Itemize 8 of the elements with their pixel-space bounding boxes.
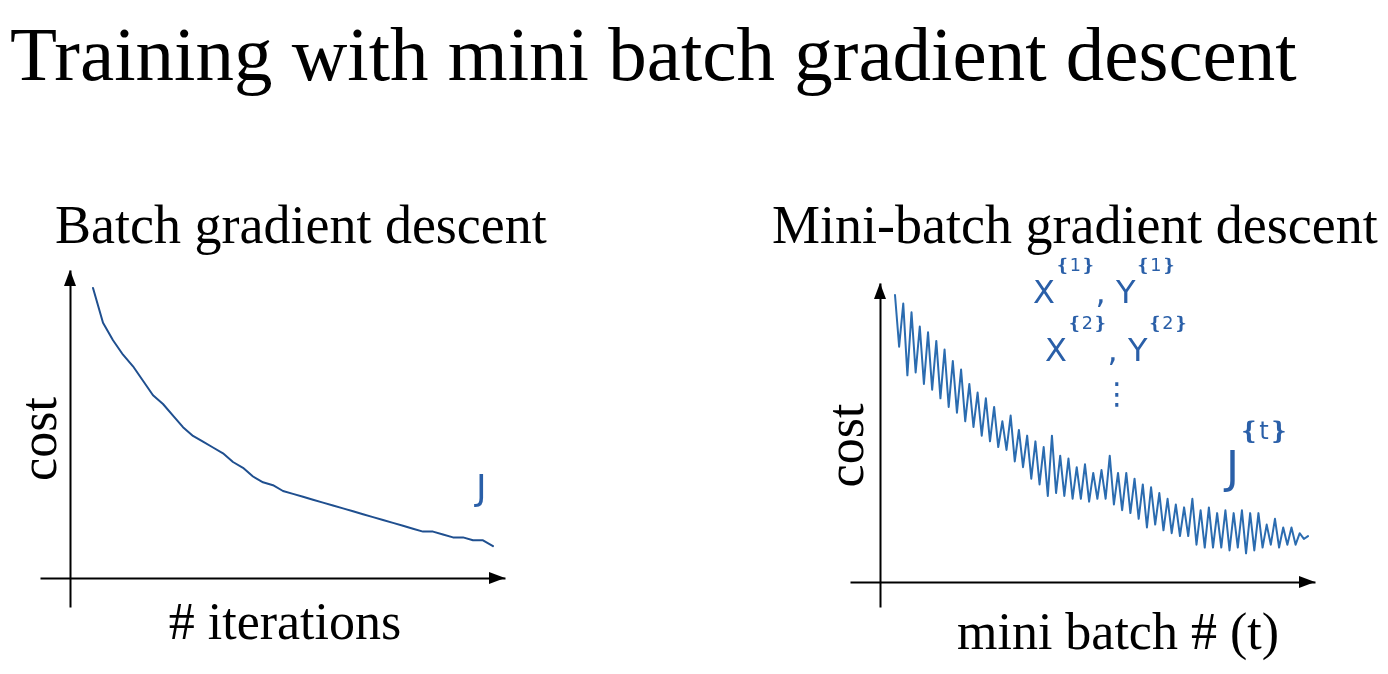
text: Training with mini batch gradient descent xyxy=(10,10,1297,99)
annotation: ⋮ xyxy=(1102,376,1132,411)
x-axis-title: mini batch # (t) xyxy=(956,602,1280,661)
y-axis-title: cost xyxy=(9,396,67,481)
x-axis-title: # iterations xyxy=(168,592,402,650)
y-axis-title: cost xyxy=(816,403,874,488)
chart-subtitle: Batch gradient descent xyxy=(55,195,547,255)
annotation: J xyxy=(476,467,487,508)
